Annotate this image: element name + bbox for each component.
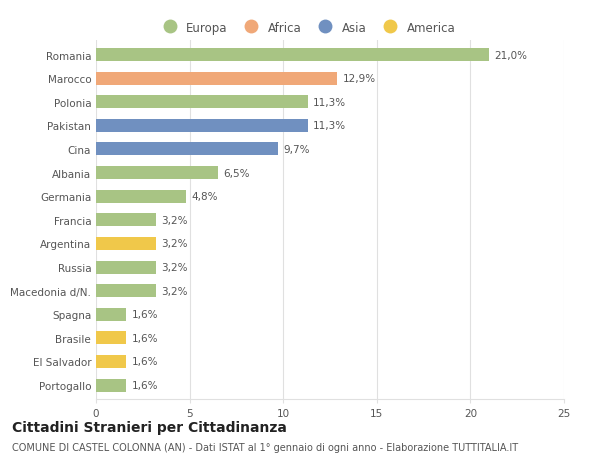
Bar — [96, 167, 218, 179]
Bar — [96, 190, 186, 203]
Bar — [96, 73, 337, 85]
Text: 11,3%: 11,3% — [313, 121, 346, 131]
Bar — [96, 308, 126, 321]
Bar — [96, 285, 156, 297]
Bar — [96, 237, 156, 250]
Text: 11,3%: 11,3% — [313, 98, 346, 107]
Bar — [96, 331, 126, 345]
Bar — [96, 261, 156, 274]
Text: 3,2%: 3,2% — [161, 239, 188, 249]
Text: 1,6%: 1,6% — [131, 333, 158, 343]
Bar — [96, 143, 278, 156]
Text: 3,2%: 3,2% — [161, 286, 188, 296]
Text: Cittadini Stranieri per Cittadinanza: Cittadini Stranieri per Cittadinanza — [12, 420, 287, 434]
Text: 6,5%: 6,5% — [223, 168, 250, 178]
Text: 9,7%: 9,7% — [283, 145, 310, 155]
Text: 3,2%: 3,2% — [161, 215, 188, 225]
Bar — [96, 355, 126, 368]
Bar — [96, 49, 489, 62]
Legend: Europa, Africa, Asia, America: Europa, Africa, Asia, America — [153, 17, 460, 39]
Bar — [96, 379, 126, 392]
Text: 1,6%: 1,6% — [131, 380, 158, 390]
Text: 3,2%: 3,2% — [161, 263, 188, 273]
Text: 1,6%: 1,6% — [131, 309, 158, 319]
Text: 12,9%: 12,9% — [343, 74, 376, 84]
Bar — [96, 96, 308, 109]
Text: 21,0%: 21,0% — [495, 50, 528, 61]
Bar — [96, 120, 308, 133]
Bar — [96, 214, 156, 227]
Text: 4,8%: 4,8% — [191, 192, 218, 202]
Text: COMUNE DI CASTEL COLONNA (AN) - Dati ISTAT al 1° gennaio di ogni anno - Elaboraz: COMUNE DI CASTEL COLONNA (AN) - Dati IST… — [12, 442, 518, 452]
Text: 1,6%: 1,6% — [131, 357, 158, 367]
